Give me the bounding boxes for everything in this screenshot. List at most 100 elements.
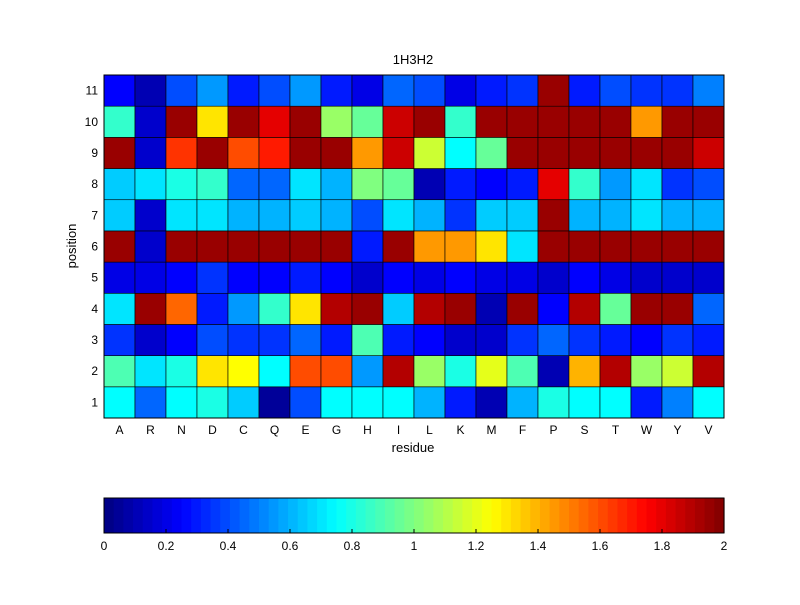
heatmap-cell-W-7: [630, 199, 663, 232]
heatmap-cell-I-4: [382, 292, 415, 325]
colorbar-segment: [288, 498, 299, 533]
heatmap-cell-Q-10: [258, 105, 291, 138]
heatmap-cell-S-6: [568, 230, 601, 263]
heatmap-cell-G-3: [320, 324, 353, 356]
colorbar-segment: [714, 498, 725, 533]
heatmap-cell-W-10: [630, 105, 663, 138]
heatmap-cell-F-9: [506, 137, 539, 169]
heatmap-cell-M-9: [475, 137, 508, 169]
heatmap-cell-T-10: [599, 105, 632, 138]
heatmap-cell-M-10: [475, 105, 508, 138]
heatmap-cell-D-3: [196, 324, 229, 356]
heatmap-cell-A-9: [103, 137, 136, 169]
heatmap-cell-V-3: [692, 324, 725, 356]
colorbar-tick-label: 0.4: [220, 539, 237, 553]
colorbar-segment: [375, 498, 386, 533]
colorbar-segment: [394, 498, 405, 533]
heatmap-cell-R-5: [134, 261, 167, 294]
chart-title: 1H3H2: [393, 52, 433, 67]
heatmap-cell-A-7: [103, 199, 136, 232]
heatmap-cell-D-11: [196, 74, 229, 107]
heatmap-cell-A-6: [103, 230, 136, 263]
heatmap-cell-F-3: [506, 324, 539, 356]
colorbar-segment: [462, 498, 473, 533]
colorbar-segment: [627, 498, 638, 533]
x-tick-label: S: [580, 423, 588, 437]
heatmap-cell-E-5: [289, 261, 322, 294]
heatmap-cell-M-6: [475, 230, 508, 263]
heatmap-cell-G-2: [320, 355, 353, 388]
heatmap-cell-Y-3: [661, 324, 694, 356]
heatmap-cell-P-6: [537, 230, 570, 263]
heatmap-cell-A-2: [103, 355, 136, 388]
heatmap-cell-I-6: [382, 230, 415, 263]
heatmap-cell-L-11: [413, 74, 446, 107]
heatmap-cell-M-8: [475, 168, 508, 201]
colorbar-tick-labels: 0 0.2 0.4 0.6 0.8 1 1.2 1.4 1.6 1.8 2: [101, 529, 728, 553]
colorbar-tick-label: 1: [411, 539, 418, 553]
heatmap-cell-D-5: [196, 261, 229, 294]
colorbar-segment: [588, 498, 599, 533]
colorbar-segment: [191, 498, 202, 533]
heatmap-cell-Q-6: [258, 230, 291, 263]
y-tick-label: 6: [91, 240, 98, 254]
heatmap-cell-D-1: [196, 386, 229, 419]
heatmap-cell-A-11: [103, 74, 136, 107]
heatmap-cell-Y-5: [661, 261, 694, 294]
colorbar-segment: [433, 498, 444, 533]
x-tick-label: A: [115, 423, 123, 437]
y-tick-labels: 1 2 3 4 5 6 7 8 9 10 11: [85, 84, 99, 410]
x-tick-label: L: [426, 423, 433, 437]
heatmap-cell-E-4: [289, 292, 322, 325]
heatmap-cell-T-7: [599, 199, 632, 232]
x-tick-label: Q: [270, 423, 279, 437]
heatmap-cell-W-11: [630, 74, 663, 107]
heatmap-cell-N-11: [165, 74, 198, 107]
colorbar-tick-label: 2: [721, 539, 728, 553]
heatmap-cell-V-1: [692, 386, 725, 419]
colorbar-segment: [239, 498, 250, 533]
colorbar-segment: [384, 498, 396, 533]
heatmap-cell-R-2: [134, 355, 167, 388]
heatmap-cell-I-2: [382, 355, 415, 388]
colorbar-segment: [152, 498, 163, 533]
heatmap-cell-A-3: [103, 324, 136, 356]
heatmap-cell-C-3: [227, 324, 260, 356]
heatmap-cell-Y-8: [661, 168, 694, 201]
y-tick-label: 1: [91, 395, 98, 409]
heatmap-cell-L-4: [413, 292, 446, 325]
heatmap-cell-W-2: [630, 355, 663, 388]
heatmap-cell-D-10: [196, 105, 229, 138]
heatmap-cell-G-6: [320, 230, 353, 263]
colorbar-segment: [133, 498, 144, 533]
colorbar-segment: [346, 498, 357, 533]
colorbar-segment: [162, 498, 173, 533]
colorbar-segment: [501, 498, 512, 533]
colorbar-segment: [268, 498, 279, 533]
colorbar-segment: [694, 498, 706, 533]
heatmap-cell-P-5: [537, 261, 570, 294]
heatmap-cell-N-3: [165, 324, 198, 356]
x-tick-label: F: [519, 423, 526, 437]
heatmap-cell-P-9: [537, 137, 570, 169]
heatmap-cell-P-8: [537, 168, 570, 201]
colorbar-tick-label: 0: [101, 539, 108, 553]
colorbar-segment: [549, 498, 560, 533]
heatmap-cell-T-1: [599, 386, 632, 419]
colorbar-segment: [452, 498, 464, 533]
x-tick-label: R: [146, 423, 155, 437]
heatmap-cell-N-5: [165, 261, 198, 294]
y-tick-label: 7: [91, 208, 98, 222]
heatmap-cell-K-3: [444, 324, 477, 356]
colorbar-segment: [569, 498, 580, 533]
colorbar-segment: [200, 498, 212, 533]
heatmap-cell-E-3: [289, 324, 322, 356]
x-tick-label: P: [549, 423, 557, 437]
colorbar-segment: [607, 498, 619, 533]
colorbar-segment: [171, 498, 183, 533]
heatmap-cell-Y-2: [661, 355, 694, 388]
heatmap-cell-S-9: [568, 137, 601, 169]
heatmap-cell-E-8: [289, 168, 322, 201]
